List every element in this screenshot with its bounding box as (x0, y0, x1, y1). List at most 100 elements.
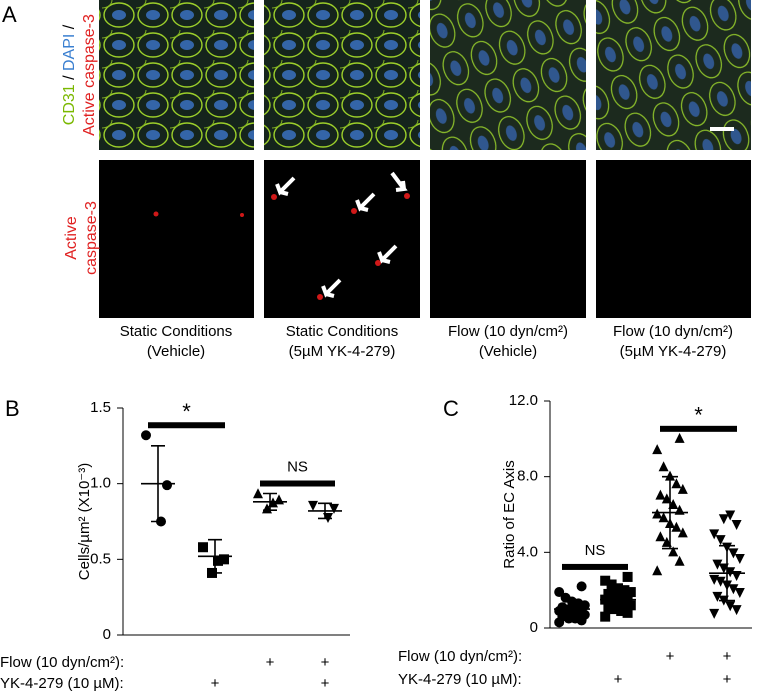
image (430, 160, 586, 318)
point (712, 591, 723, 602)
point (625, 600, 636, 611)
panel-letter: B (5, 396, 20, 421)
red-cells (153, 193, 410, 300)
point (652, 565, 663, 576)
point (728, 548, 739, 559)
point (606, 596, 617, 607)
label-part: Active caspase-3 (81, 14, 98, 136)
point (658, 461, 669, 472)
point (674, 432, 685, 443)
panel-letter: C (443, 396, 459, 421)
point (554, 587, 565, 598)
condition-label: Flow (10 dyn/cm²): (0, 654, 124, 671)
point (329, 503, 339, 514)
significance-label: * (182, 399, 191, 424)
point (712, 559, 723, 570)
point (731, 519, 742, 530)
captions: Static Conditions (Vehicle) Static Conditi… (120, 323, 733, 360)
label-part: / (61, 24, 78, 33)
point (671, 521, 682, 532)
point (731, 605, 742, 616)
scale-bar (710, 127, 734, 131)
error-bar (610, 589, 626, 610)
caption: (Vehicle) (479, 343, 537, 360)
point (725, 601, 736, 612)
condition-mark: + (266, 654, 275, 671)
label-part: Active (63, 216, 80, 260)
micrographs (99, 0, 751, 318)
caption: (Vehicle) (147, 343, 205, 360)
image (596, 160, 751, 318)
condition-label: YK-4-279 (10 µM): (398, 671, 522, 688)
point (198, 542, 208, 553)
label-part: / (61, 71, 78, 84)
image (99, 160, 254, 318)
error-bar (564, 598, 580, 620)
point (616, 592, 627, 603)
point (600, 611, 611, 622)
point (609, 590, 620, 601)
y-tick-label: 0 (530, 619, 538, 636)
significance-label: NS (287, 458, 308, 475)
y-axis-label: Cells/µm² (X10⁻³) (76, 463, 93, 580)
point (616, 605, 627, 616)
caption: Flow (10 dyn/cm²) (448, 323, 568, 340)
point (665, 470, 675, 481)
y-tick-label: 4.0 (517, 543, 538, 560)
significance-bar (660, 425, 737, 432)
point (734, 588, 745, 599)
point (141, 430, 151, 441)
point (677, 527, 688, 538)
point (715, 576, 726, 587)
point (671, 478, 682, 489)
point (734, 554, 745, 565)
row-label: Active caspase-3 (81, 14, 98, 136)
point (709, 529, 720, 540)
point (728, 584, 739, 595)
condition-mark: + (211, 675, 220, 692)
point (715, 535, 726, 546)
caption: (5µM YK-4-279) (620, 343, 727, 360)
image (596, 0, 751, 150)
point (622, 607, 633, 618)
point (253, 488, 263, 499)
caption: Static Conditions (120, 323, 233, 340)
significance-label: * (694, 403, 703, 428)
point (625, 587, 636, 598)
point (674, 555, 685, 566)
condition-mark: + (321, 654, 330, 671)
condition-mark: + (723, 671, 732, 688)
condition-mark: + (321, 675, 330, 692)
point (652, 508, 663, 519)
image (264, 0, 420, 150)
condition-label: Flow (10 dyn/cm²): (398, 648, 522, 665)
error-bar (263, 492, 277, 511)
point (725, 510, 736, 521)
error-bar (208, 538, 222, 574)
image (264, 160, 420, 318)
point (576, 581, 587, 592)
point (622, 571, 633, 582)
condition-mark: + (666, 648, 675, 665)
point (603, 588, 614, 599)
point (603, 602, 614, 613)
significance-bar (260, 480, 335, 487)
point (600, 575, 611, 586)
row-label: Active (63, 216, 80, 260)
point (557, 602, 568, 613)
point (709, 608, 720, 619)
point (655, 489, 666, 500)
caption: (5µM YK-4-279) (289, 343, 396, 360)
image (99, 0, 254, 150)
y-tick-label: 0 (103, 626, 111, 643)
point (718, 514, 729, 525)
point (162, 480, 172, 491)
error-bar (719, 544, 735, 602)
condition-mark: + (723, 648, 732, 665)
significance-bar (562, 563, 628, 570)
point (613, 583, 623, 594)
label-part: CD31 (61, 84, 78, 125)
condition-label: YK-4-279 (10 µM): (0, 675, 124, 692)
error-bar (151, 445, 165, 523)
label-part: caspase-3 (83, 201, 100, 275)
